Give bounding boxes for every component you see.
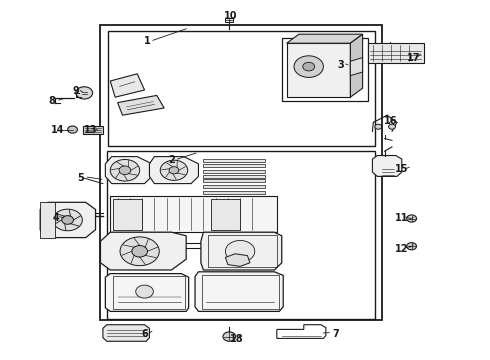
- Polygon shape: [203, 175, 265, 178]
- Polygon shape: [203, 179, 265, 182]
- Polygon shape: [203, 191, 265, 194]
- Bar: [107, 151, 375, 319]
- Polygon shape: [287, 43, 350, 97]
- Bar: [368, 43, 424, 63]
- Circle shape: [223, 332, 236, 341]
- Bar: [211, 199, 240, 230]
- Bar: [113, 199, 142, 230]
- Bar: [100, 25, 382, 320]
- Circle shape: [389, 124, 395, 129]
- Circle shape: [225, 240, 255, 262]
- Polygon shape: [201, 232, 282, 270]
- Circle shape: [375, 124, 382, 129]
- Polygon shape: [225, 18, 233, 22]
- Bar: [208, 235, 277, 267]
- Circle shape: [136, 285, 153, 298]
- Circle shape: [120, 237, 159, 266]
- Text: 18: 18: [230, 334, 244, 344]
- Text: 9: 9: [73, 86, 79, 96]
- Circle shape: [407, 243, 416, 250]
- Text: 13: 13: [84, 125, 98, 135]
- Polygon shape: [110, 196, 277, 232]
- Bar: [83, 126, 103, 134]
- Text: 3: 3: [337, 60, 344, 70]
- Polygon shape: [203, 159, 265, 162]
- Text: 7: 7: [332, 329, 339, 339]
- Text: 10: 10: [223, 11, 237, 21]
- Bar: [113, 276, 185, 309]
- Text: 14: 14: [51, 125, 65, 135]
- Circle shape: [303, 62, 315, 71]
- Circle shape: [119, 166, 131, 175]
- Text: 5: 5: [77, 173, 84, 183]
- Polygon shape: [203, 170, 265, 173]
- Polygon shape: [110, 74, 145, 97]
- Polygon shape: [372, 156, 402, 176]
- Circle shape: [407, 215, 416, 222]
- Circle shape: [68, 126, 77, 133]
- Circle shape: [160, 160, 188, 180]
- Polygon shape: [105, 274, 189, 311]
- Circle shape: [53, 209, 82, 231]
- Text: 2: 2: [168, 155, 175, 165]
- Polygon shape: [149, 157, 198, 184]
- Polygon shape: [203, 185, 265, 188]
- Text: 6: 6: [141, 329, 148, 339]
- Polygon shape: [350, 58, 363, 76]
- Bar: [108, 31, 375, 146]
- Circle shape: [76, 87, 93, 99]
- Polygon shape: [350, 34, 363, 97]
- Polygon shape: [40, 202, 96, 238]
- Bar: [282, 38, 368, 101]
- Text: 8: 8: [48, 96, 55, 106]
- Polygon shape: [105, 157, 152, 184]
- Polygon shape: [287, 34, 363, 43]
- Text: 17: 17: [407, 53, 421, 63]
- Text: 4: 4: [53, 213, 60, 223]
- Polygon shape: [225, 254, 250, 266]
- Text: 11: 11: [395, 213, 409, 223]
- Polygon shape: [203, 164, 265, 167]
- Bar: [202, 275, 279, 309]
- Text: 12: 12: [395, 244, 409, 254]
- Polygon shape: [103, 325, 149, 341]
- Circle shape: [110, 159, 140, 181]
- Text: 1: 1: [144, 36, 150, 46]
- Polygon shape: [100, 232, 186, 270]
- Text: 16: 16: [384, 116, 398, 126]
- Circle shape: [294, 56, 323, 77]
- Text: 15: 15: [395, 164, 409, 174]
- Circle shape: [169, 167, 179, 174]
- Circle shape: [62, 216, 74, 224]
- Bar: [40, 202, 55, 238]
- Circle shape: [132, 246, 147, 257]
- Polygon shape: [118, 95, 164, 115]
- Polygon shape: [195, 272, 283, 311]
